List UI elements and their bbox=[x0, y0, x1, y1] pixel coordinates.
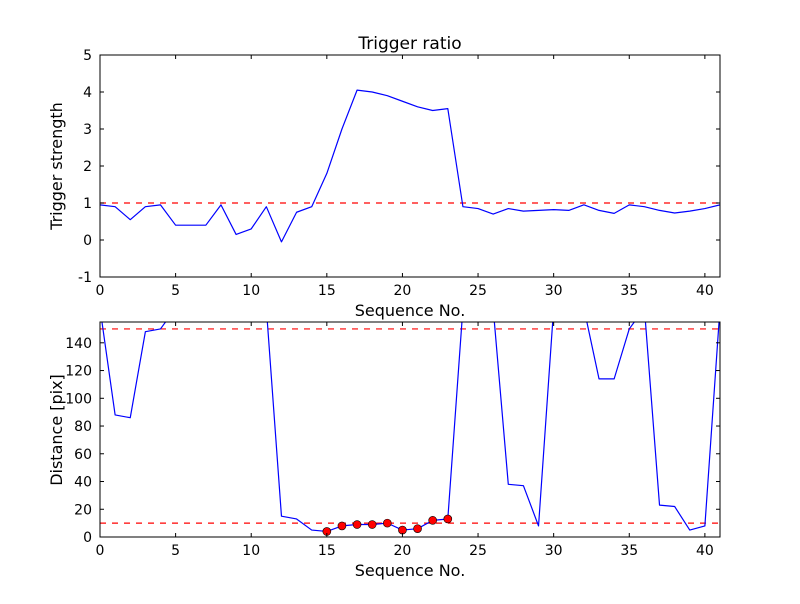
bottom-y-axis-label: Distance [pix] bbox=[47, 374, 66, 486]
data-marker bbox=[383, 518, 392, 528]
x-tick-label: 10 bbox=[242, 283, 260, 299]
data-marker bbox=[352, 520, 362, 529]
data-line bbox=[100, 89, 720, 243]
y-tick-label: 2 bbox=[83, 159, 92, 175]
y-tick-label: 80 bbox=[74, 419, 92, 435]
data-marker bbox=[367, 520, 377, 529]
x-tick-label: 30 bbox=[545, 543, 563, 559]
x-tick-label: 40 bbox=[696, 283, 714, 299]
x-tick-label: 0 bbox=[96, 283, 105, 299]
bottom-x-axis-label: Sequence No. bbox=[355, 561, 466, 580]
y-tick-label: 60 bbox=[74, 447, 92, 463]
data-marker bbox=[443, 514, 453, 524]
chart-title: Trigger ratio bbox=[357, 34, 461, 54]
x-tick-label: 0 bbox=[96, 543, 105, 559]
x-tick-label: 40 bbox=[696, 543, 714, 559]
subplot-1: 0 5 10 15 20 25 30 35 40 0 20 40 60 80 100 120 140 bbox=[65, 321, 721, 559]
x-tick-label: 25 bbox=[469, 283, 487, 299]
y-tick-label: 5 bbox=[83, 48, 92, 64]
axes-border bbox=[99, 54, 721, 278]
y-tick-label: 40 bbox=[74, 475, 92, 491]
x-tick-label: 35 bbox=[620, 283, 638, 299]
x-tick-label: 15 bbox=[318, 543, 336, 559]
x-tick-label: 15 bbox=[318, 283, 336, 299]
x-tick-label: 20 bbox=[394, 543, 412, 559]
y-tick-label: 0 bbox=[83, 530, 92, 546]
x-tick-label: 5 bbox=[171, 283, 180, 299]
x-tick-label: 5 bbox=[171, 543, 180, 559]
data-marker bbox=[398, 525, 407, 535]
y-tick-label: 3 bbox=[83, 122, 92, 138]
x-tick-label: 30 bbox=[545, 283, 563, 299]
data-marker bbox=[337, 521, 347, 531]
data-marker bbox=[413, 524, 422, 533]
y-tick-label: 140 bbox=[65, 336, 92, 352]
y-tick-label: 0 bbox=[83, 233, 92, 249]
axes-border bbox=[99, 321, 721, 538]
x-tick-label: 25 bbox=[469, 543, 487, 559]
y-tick-label: 4 bbox=[83, 85, 92, 101]
x-tick-label: 35 bbox=[620, 543, 638, 559]
y-tick-label: -1 bbox=[78, 270, 92, 286]
data-line bbox=[101, 322, 720, 533]
x-tick-label: 10 bbox=[242, 543, 260, 559]
y-tick-label: 120 bbox=[65, 364, 92, 380]
x-tick-label: 20 bbox=[394, 283, 412, 299]
data-marker bbox=[428, 516, 437, 525]
top-x-axis-label: Sequence No. bbox=[355, 301, 466, 320]
top-y-axis-label: Trigger strength bbox=[47, 102, 66, 231]
y-tick-label: 20 bbox=[74, 502, 92, 518]
y-tick-label: 100 bbox=[65, 391, 92, 407]
y-tick-label: 1 bbox=[83, 196, 92, 212]
